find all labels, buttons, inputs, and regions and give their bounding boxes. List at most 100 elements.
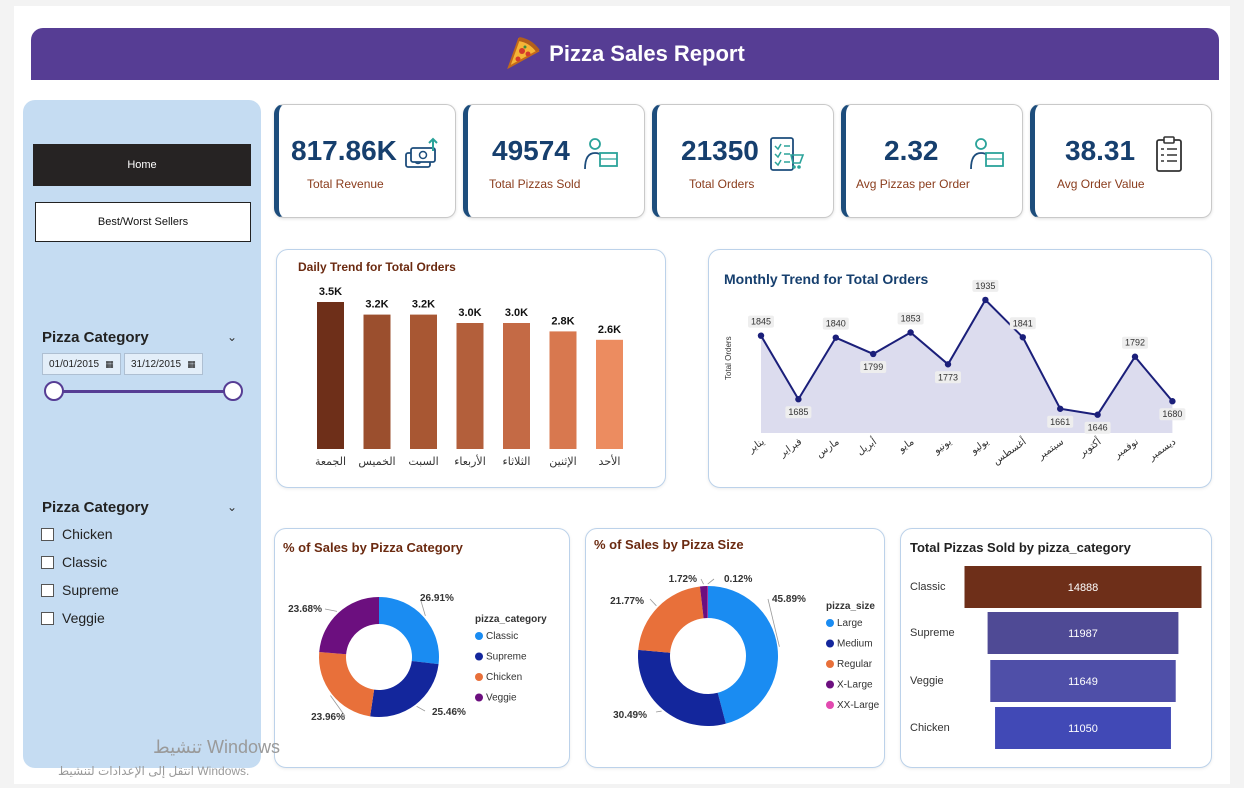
monthly-data-label: 1680: [1162, 409, 1182, 419]
monthly-trend-chart: Total Orders 1845 يناير 1685 فبراير 1840 مارس 1…: [724, 279, 1186, 467]
donut-data-label: 1.72%: [669, 574, 697, 585]
monthly-point[interactable]: [907, 329, 914, 336]
pizzas-sold-by-category-card: Total Pizzas Sold by pizza_category 1488…: [900, 528, 1212, 768]
calendar-icon[interactable]: ▦: [187, 358, 196, 369]
daily-bar[interactable]: [456, 323, 484, 449]
monthly-data-label: 1799: [863, 362, 883, 372]
daily-bar[interactable]: [549, 331, 577, 449]
checkbox[interactable]: [41, 611, 54, 625]
monthly-label-bg: [1122, 336, 1148, 349]
chevron-down-icon[interactable]: ⌄: [227, 330, 238, 344]
donut-slice[interactable]: [370, 660, 439, 717]
monthly-point[interactable]: [982, 296, 989, 304]
monthly-point[interactable]: [757, 332, 765, 339]
kpi-value: 38.31: [1065, 135, 1136, 166]
category-option-supreme[interactable]: Supreme: [41, 582, 119, 598]
checkbox[interactable]: [41, 583, 54, 597]
legend-marker: [475, 693, 483, 702]
donut-slice[interactable]: [379, 597, 439, 665]
monthly-category-label: سبتمبر: [1035, 436, 1066, 462]
donut-leader-line: [420, 600, 426, 616]
monthly-area-fill: [761, 299, 1173, 433]
legend-item[interactable]: Classic: [486, 631, 518, 642]
kpi-label: Total Pizzas Sold: [489, 177, 581, 191]
category-bar-label: Chicken: [910, 722, 950, 734]
legend-marker: [475, 632, 483, 640]
legend-item[interactable]: Supreme: [486, 652, 527, 663]
sales-by-size-card: % of Sales by Pizza Size 45.89% 30.49% 21.…: [585, 528, 885, 768]
category-option-veggie[interactable]: Veggie: [41, 610, 105, 626]
report-title: Pizza Sales Report: [549, 41, 745, 66]
monthly-point[interactable]: [1131, 353, 1139, 360]
checkbox[interactable]: [41, 555, 54, 569]
date-range-track[interactable]: [55, 390, 233, 393]
monthly-point[interactable]: [1094, 411, 1101, 418]
monthly-data-label: 1685: [788, 407, 808, 417]
legend-marker: [826, 680, 834, 689]
donut-slice[interactable]: [319, 597, 379, 655]
donut-slice[interactable]: [638, 649, 726, 726]
legend-item[interactable]: XX-Large: [837, 700, 880, 711]
money-icon: [405, 137, 438, 168]
category-option-classic[interactable]: Classic: [41, 554, 107, 570]
donut-leader-line: [324, 608, 338, 612]
daily-category-label: الأحد: [599, 454, 621, 468]
calendar-icon[interactable]: ▦: [105, 358, 114, 369]
category-option-chicken[interactable]: Chicken: [41, 526, 113, 542]
date-range-start-handle[interactable]: [44, 381, 64, 401]
category-bar[interactable]: [987, 612, 1179, 654]
donut-slice[interactable]: [638, 586, 704, 653]
monthly-category-label: مارس: [814, 436, 841, 460]
donut-data-label: 23.96%: [311, 712, 345, 723]
daily-bar-label: 2.6K: [598, 324, 621, 336]
daily-bar-label: 3.2K: [365, 299, 388, 311]
sales-by-size-chart: 45.89% 30.49% 21.77% 1.72% 0.12% pizza_size La…: [610, 574, 880, 726]
chevron-down-icon[interactable]: ⌄: [227, 500, 238, 514]
home-button[interactable]: Home: [33, 144, 251, 186]
daily-bar[interactable]: [596, 339, 623, 449]
monthly-point[interactable]: [1169, 398, 1176, 405]
legend-item[interactable]: X-Large: [837, 680, 873, 691]
date-range-end-handle[interactable]: [223, 381, 243, 401]
kpi-total-pizzas-sold: 49574 Total Pizzas Sold: [463, 104, 645, 218]
monthly-point[interactable]: [1057, 405, 1064, 412]
end-date-input[interactable]: 31/12/2015 ▦: [124, 353, 203, 375]
sales-by-category-card: % of Sales by Pizza Category 26.91% 25.46…: [274, 528, 570, 768]
donut-slice[interactable]: [707, 586, 708, 619]
category-bar[interactable]: [995, 707, 1171, 749]
sidebar: Home Best/Worst Sellers Pizza Category ⌄…: [23, 100, 261, 768]
donut-leader-line: [649, 598, 657, 607]
monthly-point[interactable]: [1019, 334, 1026, 341]
daily-bar[interactable]: [410, 314, 437, 449]
donut-leader-line: [767, 598, 780, 647]
monthly-point[interactable]: [944, 361, 952, 368]
daily-bar-label: 3.0K: [458, 307, 481, 319]
pizzas-sold-by-category-chart: 14888 Classic 11987 Supreme 11649 Veggie 11050…: [910, 566, 1202, 749]
kpi-value: 21350: [681, 135, 759, 166]
legend-item[interactable]: Veggie: [486, 693, 517, 704]
monthly-point[interactable]: [795, 396, 802, 403]
daily-bar[interactable]: [503, 323, 530, 449]
best-worst-sellers-button[interactable]: Best/Worst Sellers: [35, 202, 251, 242]
donut-slice[interactable]: [319, 652, 375, 717]
monthly-point[interactable]: [832, 334, 839, 341]
daily-bar[interactable]: [317, 302, 344, 449]
daily-bar[interactable]: [363, 314, 391, 449]
monthly-label-bg: [897, 312, 924, 325]
legend-item[interactable]: Regular: [837, 659, 873, 670]
monthly-category-label: يونيو: [931, 436, 954, 457]
daily-bar-label: 3.5K: [319, 286, 342, 298]
daily-category-label: الإثنين: [549, 456, 576, 468]
legend-item[interactable]: Medium: [837, 639, 873, 650]
legend-item[interactable]: Large: [837, 618, 863, 629]
start-date-input[interactable]: 01/01/2015 ▦: [42, 353, 121, 375]
category-bar[interactable]: [964, 566, 1202, 608]
donut-leader-line: [707, 578, 715, 585]
donut-slice[interactable]: [699, 586, 708, 619]
monthly-point[interactable]: [870, 350, 877, 358]
donut-slice[interactable]: [708, 586, 778, 724]
checkbox[interactable]: [41, 527, 54, 541]
legend-item[interactable]: Chicken: [486, 672, 522, 683]
category-bar[interactable]: [990, 660, 1176, 702]
category-bar-label: Classic: [910, 581, 946, 593]
